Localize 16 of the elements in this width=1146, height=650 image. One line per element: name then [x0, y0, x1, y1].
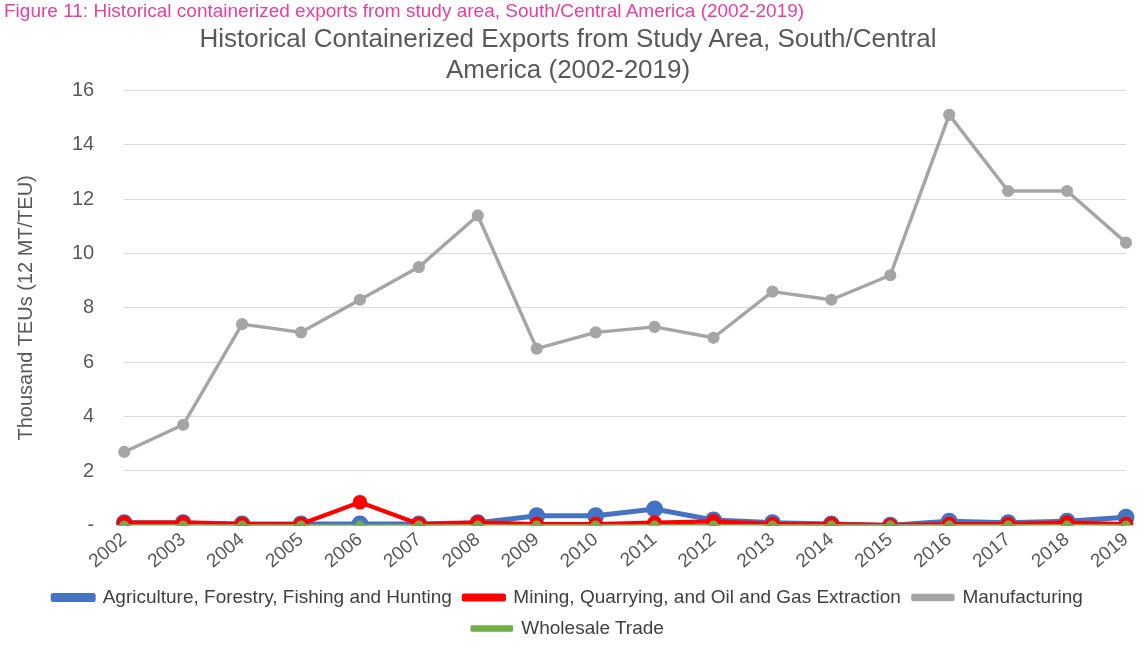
- y-tick-label: 10: [72, 241, 95, 264]
- y-tick-label: 16: [72, 77, 95, 100]
- chart-title: Historical Containerized Exports from Study Area, South/Central America (2002-2019): [199, 22, 937, 84]
- legend-label: Mining, Quarrying, and Oil and Gas Extraction: [513, 585, 901, 607]
- legend-label: Wholesale Trade: [521, 616, 664, 638]
- y-tick-label: -: [87, 512, 95, 535]
- y-tick-label: 6: [83, 349, 95, 372]
- legend-label: Agriculture, Forestry, Fishing and Hunting: [102, 585, 452, 607]
- y-axis-title: Thousand TEUs (12 MT/TEU): [13, 175, 36, 441]
- caption: Figure 11: Historical containerized exports from study area, South/Central America (2002-2019): [3, 0, 806, 22]
- y-tick-label: 8: [83, 295, 95, 318]
- legend-label: Manufacturing: [962, 585, 1083, 607]
- y-tick-label: 12: [72, 186, 95, 209]
- y-tick-label: 14: [72, 132, 95, 155]
- y-tick-label: 2: [83, 458, 95, 481]
- y-tick-label: 4: [83, 404, 95, 427]
